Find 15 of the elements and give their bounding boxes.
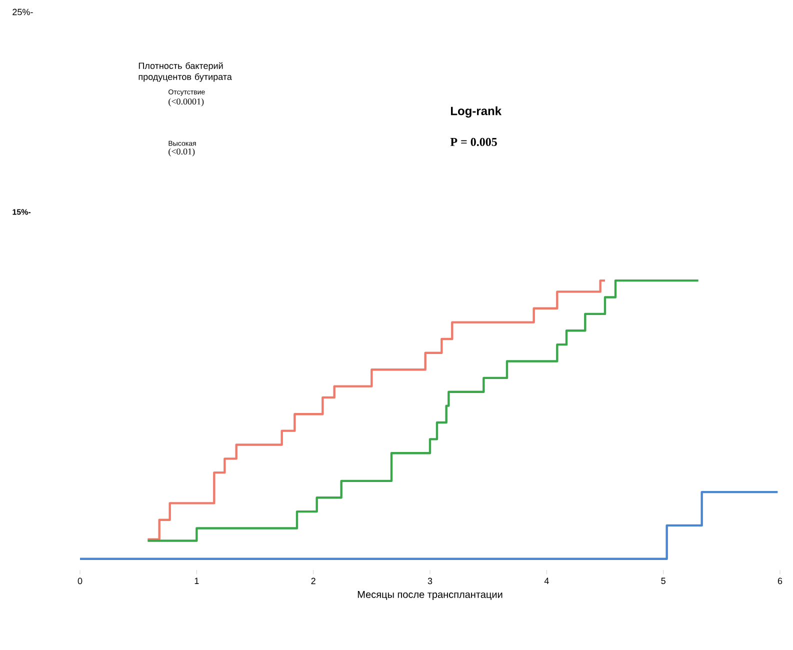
x-tick-label: 5 [661, 578, 666, 584]
text: 25%- [12, 8, 33, 16]
text: 15%- [12, 209, 31, 215]
text: P = 0.005 [450, 138, 497, 146]
text: Плотность бактерий продуцентов бутирата [138, 62, 232, 82]
x-tick-label: 6 [778, 578, 782, 584]
text: (<0.01) [168, 148, 195, 156]
x-tick-label: 3 [428, 578, 432, 584]
text: Log-rank [451, 106, 502, 118]
x-tick-label: 0 [78, 578, 82, 584]
x-tick-label: 1 [194, 578, 199, 584]
x-tick-label: 4 [544, 578, 549, 584]
x-tick-label: 2 [311, 578, 316, 584]
x-axis-title: Месяцы после трансплантации [358, 591, 502, 600]
text: (<0.0001) [168, 98, 204, 106]
